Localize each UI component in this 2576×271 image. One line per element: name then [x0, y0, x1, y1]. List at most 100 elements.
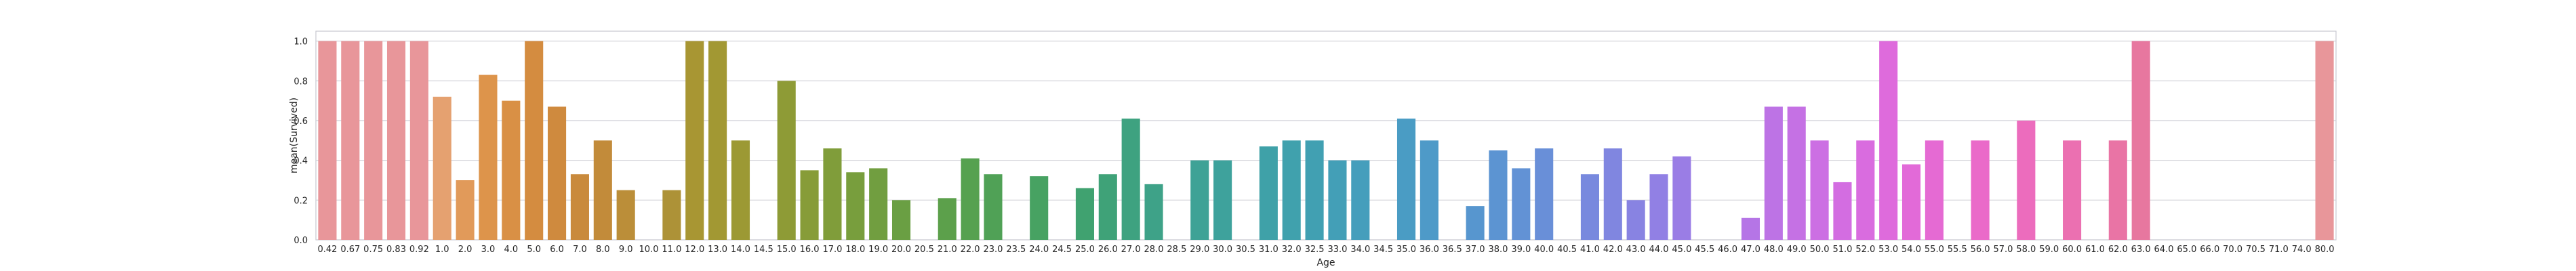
x-tick-label: 52.0 — [1855, 245, 1875, 255]
y-tick-label: 0.4 — [294, 157, 308, 167]
bar-age-16.0 — [800, 170, 819, 240]
bar-age-32.0 — [1282, 140, 1301, 240]
bar-age-14.0 — [731, 140, 750, 240]
bar-age-35.0 — [1396, 119, 1416, 240]
x-tick-label: 24.5 — [1052, 245, 1072, 255]
x-tick-label: 24.0 — [1029, 245, 1049, 255]
bar-age-3.0 — [479, 75, 498, 241]
bar-age-7.0 — [570, 174, 589, 240]
x-tick-label: 71.0 — [2269, 245, 2289, 255]
x-tick-label: 6.0 — [550, 245, 564, 255]
x-tick-label: 57.0 — [1994, 245, 2013, 255]
x-tick-label: 40.0 — [1534, 245, 1554, 255]
bar-age-5.0 — [525, 41, 544, 241]
x-tick-label: 36.5 — [1443, 245, 1462, 255]
x-tick-label: 51.0 — [1832, 245, 1852, 255]
x-tick-label: 19.0 — [868, 245, 888, 255]
x-tick-label: 56.0 — [1971, 245, 1990, 255]
bar-age-32.5 — [1305, 140, 1324, 240]
bar-age-29.0 — [1190, 160, 1209, 240]
x-tick-label: 25.0 — [1075, 245, 1095, 255]
bar-age-13.0 — [708, 41, 727, 241]
x-tick-label: 47.0 — [1741, 245, 1760, 255]
x-tick-label: 29.0 — [1190, 245, 1209, 255]
x-tick-label: 10.0 — [639, 245, 659, 255]
bar-age-2.0 — [456, 180, 475, 240]
bar-age-0.92 — [409, 41, 428, 241]
x-tick-label: 31.0 — [1259, 245, 1279, 255]
bar-age-52.0 — [1856, 140, 1875, 240]
y-tick-label: 0.8 — [294, 77, 308, 87]
x-tick-label: 21.0 — [938, 245, 957, 255]
y-tick-label: 0.2 — [294, 196, 308, 206]
x-axis-ticks: 0.42 0.67 0.75 0.83 0.92 1.0 2.0 3.0 4.0 5.0 6.0 7.… — [317, 245, 2334, 255]
x-tick-label: 13.0 — [708, 245, 727, 255]
bar-age-27.0 — [1121, 119, 1140, 240]
bar-age-26.0 — [1098, 174, 1117, 240]
bar-age-12.0 — [685, 41, 704, 241]
y-tick-label: 0.0 — [294, 236, 308, 246]
x-tick-label: 36.0 — [1420, 245, 1439, 255]
x-tick-label: 3.0 — [481, 245, 496, 255]
x-tick-label: 22.0 — [961, 245, 980, 255]
x-tick-label: 66.0 — [2200, 245, 2219, 255]
x-tick-label: 41.0 — [1580, 245, 1600, 255]
x-tick-label: 35.0 — [1396, 245, 1416, 255]
x-tick-label: 30.5 — [1236, 245, 1255, 255]
bar-age-40.0 — [1535, 148, 1554, 240]
bar-age-0.67 — [341, 41, 360, 241]
x-tick-label: 27.0 — [1121, 245, 1141, 255]
bar-age-25.0 — [1075, 188, 1094, 240]
x-tick-label: 0.75 — [363, 245, 383, 255]
x-tick-label: 16.0 — [800, 245, 820, 255]
x-tick-label: 23.5 — [1006, 245, 1026, 255]
bar-age-9.0 — [616, 190, 635, 240]
bar-age-4.0 — [502, 100, 521, 240]
x-tick-label: 14.0 — [731, 245, 750, 255]
x-tick-label: 30.0 — [1213, 245, 1232, 255]
x-tick-label: 74.0 — [2292, 245, 2312, 255]
x-tick-label: 50.0 — [1810, 245, 1830, 255]
y-tick-label: 0.6 — [294, 117, 308, 127]
bar-age-42.0 — [1603, 148, 1622, 240]
bar-age-44.0 — [1649, 174, 1668, 240]
x-tick-label: 26.0 — [1098, 245, 1118, 255]
x-tick-label: 46.0 — [1718, 245, 1737, 255]
bar-age-47.0 — [1741, 217, 1760, 240]
y-tick-label: 1.0 — [294, 37, 308, 47]
bar-age-63.0 — [2131, 41, 2150, 241]
bar-age-37.0 — [1466, 206, 1485, 240]
x-tick-label: 48.0 — [1764, 245, 1784, 255]
x-tick-label: 39.0 — [1511, 245, 1531, 255]
bar-age-31.0 — [1259, 146, 1278, 240]
x-tick-label: 58.0 — [2016, 245, 2036, 255]
x-tick-label: 12.0 — [685, 245, 704, 255]
bar-age-55.0 — [1925, 140, 1944, 240]
bar-age-36.0 — [1420, 140, 1438, 240]
x-tick-label: 45.5 — [1695, 245, 1714, 255]
bar-age-50.0 — [1810, 140, 1829, 240]
bar-age-54.0 — [1901, 164, 1921, 240]
x-tick-label: 40.5 — [1557, 245, 1577, 255]
x-tick-label: 62.0 — [2108, 245, 2128, 255]
bar-age-6.0 — [548, 106, 567, 240]
x-tick-label: 28.0 — [1144, 245, 1164, 255]
bar-age-0.42 — [318, 41, 337, 241]
x-tick-label: 38.0 — [1489, 245, 1508, 255]
bar-age-56.0 — [1971, 140, 1990, 240]
x-tick-label: 32.0 — [1282, 245, 1302, 255]
x-tick-label: 11.0 — [662, 245, 681, 255]
x-tick-label: 59.0 — [2039, 245, 2059, 255]
bar-age-80.0 — [2315, 41, 2334, 241]
bar-age-53.0 — [1879, 41, 1898, 241]
x-tick-label: 0.42 — [317, 245, 337, 255]
x-tick-label: 34.0 — [1350, 245, 1370, 255]
x-tick-label: 9.0 — [619, 245, 633, 255]
x-tick-label: 55.0 — [1925, 245, 1944, 255]
bar-age-15.0 — [777, 81, 796, 240]
bar-age-0.75 — [364, 41, 383, 241]
x-tick-label: 37.0 — [1466, 245, 1485, 255]
bar-series — [318, 41, 2334, 241]
x-axis-label: Age — [1316, 257, 1335, 268]
